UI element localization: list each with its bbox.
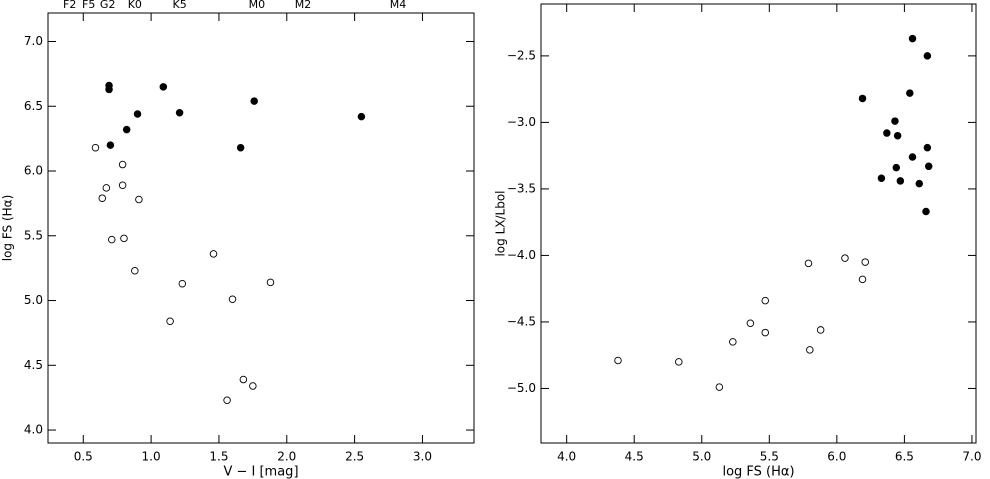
top-label: F5 xyxy=(82,0,95,11)
data-point xyxy=(924,162,933,171)
data-point xyxy=(250,97,258,105)
y-tick-label: 6.0 xyxy=(24,164,43,178)
data-point xyxy=(102,184,111,192)
data-point xyxy=(806,346,814,354)
data-point xyxy=(861,258,869,266)
data-point xyxy=(228,295,237,303)
data-point xyxy=(236,143,245,152)
data-point xyxy=(120,234,128,243)
data-point xyxy=(891,117,899,125)
data-point xyxy=(118,160,127,169)
data-point xyxy=(133,110,142,118)
data-point xyxy=(908,34,917,43)
data-point xyxy=(223,396,231,405)
y-axis-label: log LX/Lbol xyxy=(494,190,508,256)
data-point xyxy=(175,108,184,117)
data-point xyxy=(923,52,932,60)
data-point xyxy=(135,195,143,204)
data-point xyxy=(923,143,932,152)
y-tick-label: −3.5 xyxy=(507,181,536,195)
top-label: G2 xyxy=(100,0,116,11)
x-tick-label: 4.0 xyxy=(557,450,576,464)
data-point xyxy=(159,83,168,91)
data-point xyxy=(209,250,218,258)
data-point xyxy=(761,328,770,337)
data-point xyxy=(858,94,867,103)
x-tick-label: 2.0 xyxy=(277,450,296,464)
x-axis-label: log FS (Hα) xyxy=(722,465,794,479)
data-point xyxy=(915,179,924,188)
data-point xyxy=(122,125,131,134)
data-point xyxy=(908,153,917,161)
x-tick-label: 5.5 xyxy=(760,450,779,464)
top-label: F2 xyxy=(63,0,76,11)
data-point xyxy=(98,194,107,202)
data-point xyxy=(249,382,257,390)
x-tick-label: 4.5 xyxy=(625,450,644,464)
data-point xyxy=(896,177,905,185)
data-point xyxy=(816,326,825,334)
data-point xyxy=(108,235,116,244)
x-axis-label: V − I [mag] xyxy=(223,465,298,479)
data-point xyxy=(675,358,683,366)
x-tick-label: 1.5 xyxy=(209,450,228,464)
y-axis-label: log FS (Hα) xyxy=(1,195,15,262)
data-point xyxy=(91,143,100,152)
y-tick-label: 4.0 xyxy=(24,423,43,437)
data-point xyxy=(239,375,248,384)
x-tick-label: 6.5 xyxy=(895,450,914,464)
data-point xyxy=(178,279,187,288)
data-point xyxy=(906,89,914,97)
data-point xyxy=(858,275,867,284)
top-label: M4 xyxy=(390,0,407,11)
y-tick-label: 6.5 xyxy=(24,99,43,113)
x-tick-label: 3.0 xyxy=(413,450,432,464)
data-point xyxy=(761,296,770,305)
data-point xyxy=(729,338,737,346)
y-tick-label: −4.0 xyxy=(507,248,536,262)
top-label: K5 xyxy=(172,0,186,11)
data-point xyxy=(131,266,139,275)
y-tick-label: −2.5 xyxy=(507,48,536,62)
plot-frame xyxy=(540,3,977,444)
y-tick-label: 5.0 xyxy=(24,293,43,307)
data-point xyxy=(883,129,891,137)
y-tick-label: −3.0 xyxy=(507,115,536,129)
data-point xyxy=(357,112,366,121)
y-tick-label: 5.5 xyxy=(24,228,43,242)
data-point xyxy=(106,141,115,149)
data-point xyxy=(922,207,930,216)
data-point xyxy=(266,278,275,287)
top-label: K0 xyxy=(128,0,142,11)
data-point xyxy=(614,356,622,365)
x-tick-label: 7.0 xyxy=(962,450,981,464)
top-label: M0 xyxy=(249,0,266,11)
y-tick-label: 7.0 xyxy=(24,34,43,48)
y-tick-label: 4.5 xyxy=(24,358,43,372)
data-point xyxy=(804,259,813,268)
data-point xyxy=(715,383,724,391)
x-tick-label: 6.0 xyxy=(827,450,846,464)
x-tick-label: 1.0 xyxy=(142,450,161,464)
y-tick-label: −4.5 xyxy=(507,314,536,328)
data-point xyxy=(166,317,174,326)
data-point xyxy=(746,319,755,328)
plot-frame xyxy=(47,12,475,444)
data-point xyxy=(841,254,849,262)
x-tick-label: 0.5 xyxy=(74,450,93,464)
x-tick-label: 5.0 xyxy=(692,450,711,464)
data-point xyxy=(105,85,113,94)
data-point xyxy=(892,163,901,172)
data-point xyxy=(877,174,886,183)
top-label: M2 xyxy=(295,0,312,11)
data-point xyxy=(118,181,127,190)
y-tick-label: −5.0 xyxy=(507,381,536,395)
data-point xyxy=(893,131,902,140)
x-tick-label: 2.5 xyxy=(345,450,364,464)
